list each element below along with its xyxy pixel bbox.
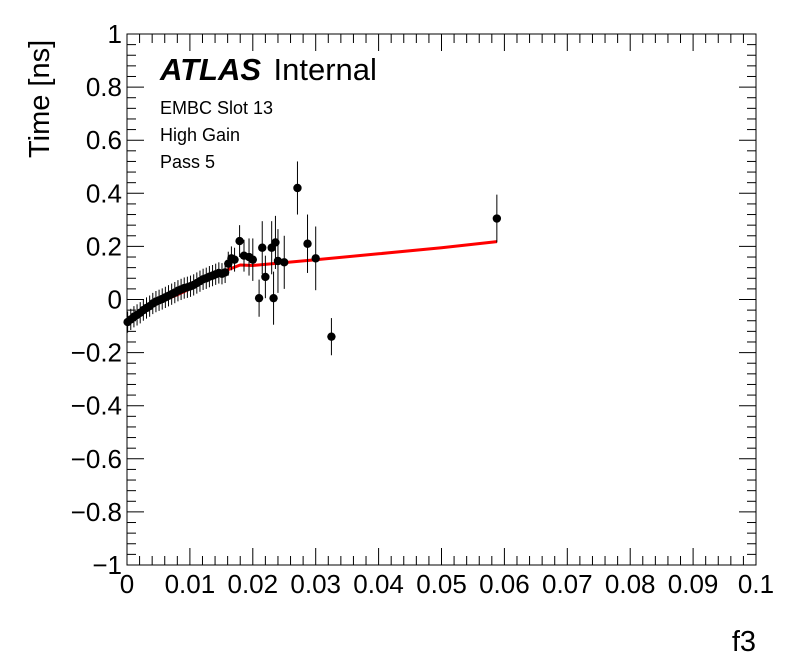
axis-ticks bbox=[126, 33, 757, 566]
point-marker bbox=[492, 214, 502, 223]
x-tick-label: 0.02 bbox=[227, 569, 278, 599]
data-point bbox=[327, 318, 336, 356]
point-marker bbox=[303, 239, 312, 248]
point-marker bbox=[248, 255, 257, 264]
data-point bbox=[261, 255, 270, 299]
data-point bbox=[267, 221, 276, 275]
atlas-label-internal: Internal bbox=[273, 52, 376, 87]
y-tick-label: 0.6 bbox=[86, 125, 122, 155]
x-tick-label: 0.01 bbox=[165, 569, 216, 599]
point-marker bbox=[293, 183, 302, 193]
x-tick-label: 0.1 bbox=[738, 569, 774, 599]
y-tick-label: 0 bbox=[108, 285, 122, 315]
y-tick-label: 0.8 bbox=[86, 72, 122, 102]
x-tick-label: 0.04 bbox=[353, 569, 404, 599]
data-point bbox=[492, 194, 502, 243]
data-point bbox=[248, 238, 257, 281]
y-tick-label: −0.6 bbox=[71, 444, 122, 474]
point-marker bbox=[280, 258, 289, 267]
point-marker bbox=[220, 268, 230, 277]
tick-labels: 0 0.01 0.02 0.03 0.04 0.05 0.06 0.07 0.08 0.09 0.1… bbox=[71, 19, 774, 599]
point-marker bbox=[311, 254, 320, 263]
x-tick-label: 0.05 bbox=[416, 569, 467, 599]
data-point bbox=[280, 235, 289, 289]
point-marker bbox=[254, 293, 264, 303]
data-point bbox=[269, 271, 278, 325]
fit-layer bbox=[126, 240, 498, 324]
point-marker bbox=[273, 256, 283, 266]
y-tick-label: −0.4 bbox=[71, 391, 122, 421]
data-point bbox=[230, 247, 239, 272]
data-point bbox=[311, 226, 320, 291]
y-tick-label: −1 bbox=[92, 550, 122, 580]
y-axis-title: Time [ns] bbox=[24, 40, 56, 158]
data-point bbox=[293, 161, 302, 215]
data-point bbox=[254, 279, 264, 317]
atlas-label: ATLAS Internal bbox=[159, 52, 377, 87]
point-marker bbox=[258, 243, 267, 252]
note-gain: High Gain bbox=[160, 125, 240, 145]
atlas-label-bold: ATLAS bbox=[159, 52, 261, 87]
point-marker bbox=[230, 255, 239, 264]
y-tick-label: −0.8 bbox=[71, 497, 122, 527]
point-marker bbox=[327, 332, 336, 341]
x-tick-label: 0.03 bbox=[290, 569, 341, 599]
x-tick-label: 0.06 bbox=[479, 569, 530, 599]
x-tick-label: 0.07 bbox=[542, 569, 593, 599]
x-tick-label: 0.09 bbox=[668, 569, 719, 599]
y-tick-label: −0.2 bbox=[71, 338, 122, 368]
y-tick-label: 1 bbox=[108, 19, 122, 49]
note-slot: EMBC Slot 13 bbox=[160, 98, 273, 118]
data-point bbox=[273, 229, 283, 293]
x-axis-title: f3 bbox=[732, 626, 756, 658]
data-point bbox=[303, 214, 312, 273]
data-points bbox=[123, 161, 502, 356]
y-tick-label: 0.2 bbox=[86, 231, 122, 261]
x-tick-label: 0 bbox=[120, 569, 134, 599]
note-pass: Pass 5 bbox=[160, 152, 215, 172]
data-point bbox=[235, 225, 244, 258]
y-tick-label: 0.4 bbox=[86, 178, 122, 208]
fit-line bbox=[126, 240, 498, 324]
x-tick-label: 0.08 bbox=[605, 569, 656, 599]
data-point bbox=[258, 221, 267, 275]
point-marker bbox=[261, 272, 270, 282]
point-marker bbox=[269, 293, 278, 303]
point-marker bbox=[235, 236, 244, 246]
